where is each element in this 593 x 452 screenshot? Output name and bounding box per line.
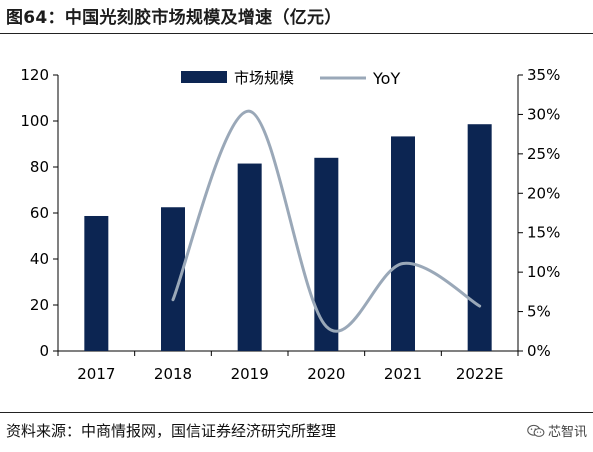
right-tick-label: 5% <box>527 303 551 321</box>
right-tick-label: 15% <box>527 224 560 242</box>
x-tick-label: 2020 <box>307 365 345 383</box>
bar-2022E <box>467 124 492 351</box>
wechat-logo-icon <box>527 424 545 437</box>
left-tick-label: 120 <box>20 66 49 84</box>
left-tick-label: 40 <box>30 250 49 268</box>
x-tick-label: 2018 <box>154 365 192 383</box>
source-note: 资料来源：中商情报网，国信证券经济研究所整理 <box>6 422 337 440</box>
x-tick-label: 2021 <box>384 365 422 383</box>
right-tick-label: 0% <box>527 342 551 360</box>
right-tick-label: 20% <box>527 184 560 202</box>
x-tick-label: 2022E <box>456 365 504 383</box>
legend-label-market-size: 市场规模 <box>234 69 294 87</box>
x-tick-label: 2017 <box>77 365 115 383</box>
left-tick-label: 0 <box>39 342 49 360</box>
right-tick-label: 35% <box>527 66 560 84</box>
bar-2020 <box>314 157 339 351</box>
watermark-text: 芯智讯 <box>547 425 587 440</box>
watermark: 芯智讯 <box>527 421 587 440</box>
chart-area: 0 20 40 60 80 100 120 0% 5% 10% 15% 20% 25% 30% 35% 201… <box>20 66 560 383</box>
x-tick-label: 2019 <box>231 365 269 383</box>
top-rule <box>0 33 593 34</box>
left-tick-label: 20 <box>30 296 49 314</box>
legend-bar-swatch <box>181 71 227 83</box>
bar-2019 <box>237 163 262 351</box>
chart-title: 图64：中国光刻胶市场规模及增速（亿元） <box>6 8 342 28</box>
right-tick-label: 10% <box>527 263 560 281</box>
yoy-line <box>171 109 482 333</box>
bar-2021 <box>391 136 415 351</box>
left-tick-label: 60 <box>30 204 49 222</box>
right-tick-label: 30% <box>527 105 560 123</box>
left-tick-label: 80 <box>30 158 49 176</box>
legend-label-yoy: YoY <box>372 69 400 88</box>
bottom-rule <box>0 412 593 413</box>
left-tick-label: 100 <box>20 112 49 130</box>
right-tick-label: 25% <box>527 145 560 163</box>
bar-2017 <box>84 215 109 351</box>
